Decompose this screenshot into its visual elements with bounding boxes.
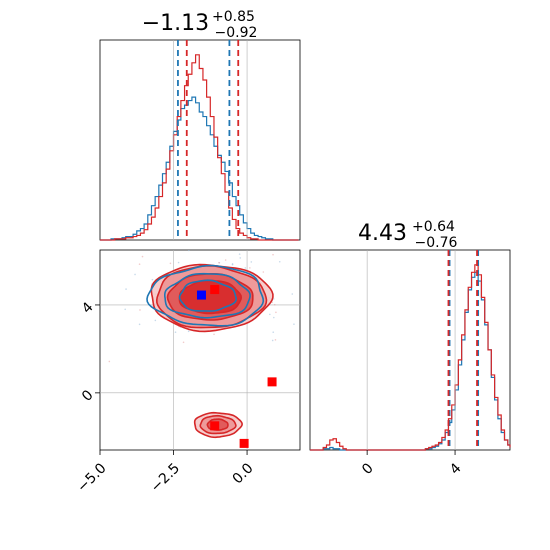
truth-marker (210, 421, 220, 431)
sample-point (189, 234, 191, 236)
sample-point (278, 260, 281, 263)
sample-point (182, 341, 185, 344)
title-param1-sub: −0.92 (215, 25, 258, 41)
red-secondary-contour-line (199, 414, 237, 435)
sample-point (174, 331, 177, 334)
sample-point (132, 241, 134, 243)
sample-point (271, 339, 274, 342)
sample-point (298, 270, 300, 272)
red-contour-fill (179, 280, 242, 314)
sample-point (273, 316, 275, 319)
sample-point (138, 263, 141, 266)
blue-contour-line (164, 272, 251, 319)
histogram-param2-panel: 4.43 +0.64 −0.76 0 4 (309, 216, 511, 478)
x-axis-param1-tick-label: −5.0 (74, 460, 109, 495)
param1-red-histogram (100, 54, 299, 241)
sample-point (272, 331, 275, 334)
sample-point (169, 262, 172, 265)
sample-point (244, 267, 247, 269)
title-param2-sub: −0.76 (415, 235, 458, 251)
blue-contour-line (146, 264, 265, 327)
sample-point (218, 261, 220, 264)
sample-point (124, 308, 126, 311)
histogram-param1-panel: −1.13 +0.85 −0.92 (99, 6, 301, 241)
sample-point (213, 333, 215, 336)
x-axis-param2-tick-label: 4 (447, 460, 465, 478)
sample-point (291, 293, 294, 295)
truth-marker (196, 290, 206, 300)
red-secondary-contour-line (193, 411, 243, 439)
title-param1-main: −1.13 (142, 11, 209, 36)
sample-point (275, 311, 277, 314)
sample-point (224, 259, 227, 261)
x-axis-param2-tick-label: 0 (359, 460, 377, 478)
truth-marker (239, 438, 249, 448)
param2-red-histogram (310, 264, 511, 451)
y-axis-param2-tick-label: 0 (79, 387, 97, 405)
title-param2-sup: +0.64 (412, 219, 455, 235)
sample-point (151, 278, 154, 281)
y-axis-param2-tick-label: 4 (79, 299, 97, 317)
sample-point (269, 313, 271, 316)
title-param2-main: 4.43 (358, 221, 407, 246)
title-param2: 4.43 +0.64 −0.76 (358, 216, 460, 251)
blue-contour-line (178, 279, 238, 312)
title-param1: −1.13 +0.85 −0.92 (142, 6, 260, 41)
sample-point (272, 253, 274, 256)
sample-point (154, 319, 157, 322)
sample-point (138, 323, 141, 326)
sample-point (262, 271, 265, 273)
sample-point (139, 309, 141, 311)
param2-blue-histogram (310, 271, 511, 451)
sample-point (351, 288, 353, 290)
truth-marker (267, 377, 277, 387)
red-secondary-contour-line (206, 418, 229, 431)
param1-blue-histogram (100, 96, 299, 241)
sample-point (249, 267, 251, 269)
x-axis-param1-tick-label: −2.5 (148, 460, 183, 495)
joint-2d-panel: −5.0 −2.5 0.0 4 0 (74, 234, 353, 496)
red-contour-line (150, 263, 274, 333)
title-param1-sup: +0.85 (212, 9, 255, 25)
sample-point (239, 257, 242, 259)
sample-point (250, 261, 253, 263)
sample-point (231, 263, 234, 265)
sample-point (125, 288, 127, 290)
sample-point (177, 261, 180, 264)
sample-point (238, 253, 241, 255)
sample-point (187, 330, 190, 333)
sample-point (273, 303, 276, 306)
sample-point (108, 360, 111, 363)
x-axis-param1-tick-label: 0.0 (230, 460, 257, 487)
sample-point (274, 339, 277, 341)
sample-point (293, 323, 295, 325)
sample-point (141, 255, 144, 258)
sample-point (188, 250, 190, 252)
truth-marker (210, 285, 220, 295)
sample-point (134, 273, 136, 276)
